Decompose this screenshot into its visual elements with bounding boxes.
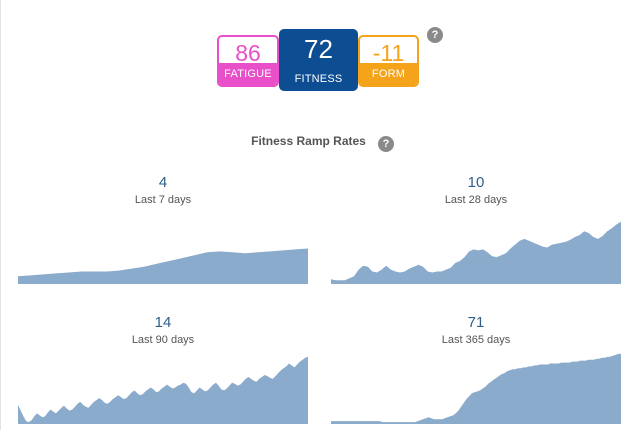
sparkline-chart <box>18 248 308 284</box>
fatigue-box[interactable]: 86 FATIGUE <box>217 35 279 87</box>
question-circle-icon[interactable]: ? <box>427 27 443 43</box>
ramp-rates-title-text: Fitness Ramp Rates <box>251 134 366 148</box>
ramp-period-label: Last 7 days <box>134 194 192 206</box>
fatigue-label: FATIGUE <box>219 63 277 85</box>
left-border <box>0 0 1 430</box>
sparkline-area <box>331 221 621 284</box>
ramp-period-label: Last 90 days <box>131 334 195 346</box>
sparkline-chart <box>331 221 621 284</box>
fitness-value: 72 <box>304 34 333 64</box>
ramp-value: 71 <box>467 314 485 331</box>
ramp-period-label: Last 28 days <box>444 194 508 206</box>
form-box[interactable]: -11 FORM <box>358 35 419 87</box>
sparkline-chart <box>331 353 621 424</box>
ramp-value: 14 <box>154 314 172 331</box>
form-label: FORM <box>360 63 417 85</box>
question-circle-icon[interactable]: ? <box>378 136 394 152</box>
fitness-box[interactable]: 72 FITNESS <box>279 29 358 91</box>
fitness-label: FITNESS <box>294 73 343 85</box>
ramp-value: 10 <box>467 174 485 191</box>
fatigue-value: 86 <box>235 40 261 66</box>
form-value: -11 <box>372 40 405 66</box>
ramp-period-label: Last 365 days <box>441 334 511 346</box>
sparkline-area <box>18 248 308 284</box>
sparkline-chart <box>18 356 308 424</box>
sparkline-area <box>331 353 621 424</box>
ramp-rates-title: Fitness Ramp Rates <box>0 134 631 148</box>
sparkline-area <box>18 356 308 424</box>
ramp-value: 4 <box>158 174 168 191</box>
